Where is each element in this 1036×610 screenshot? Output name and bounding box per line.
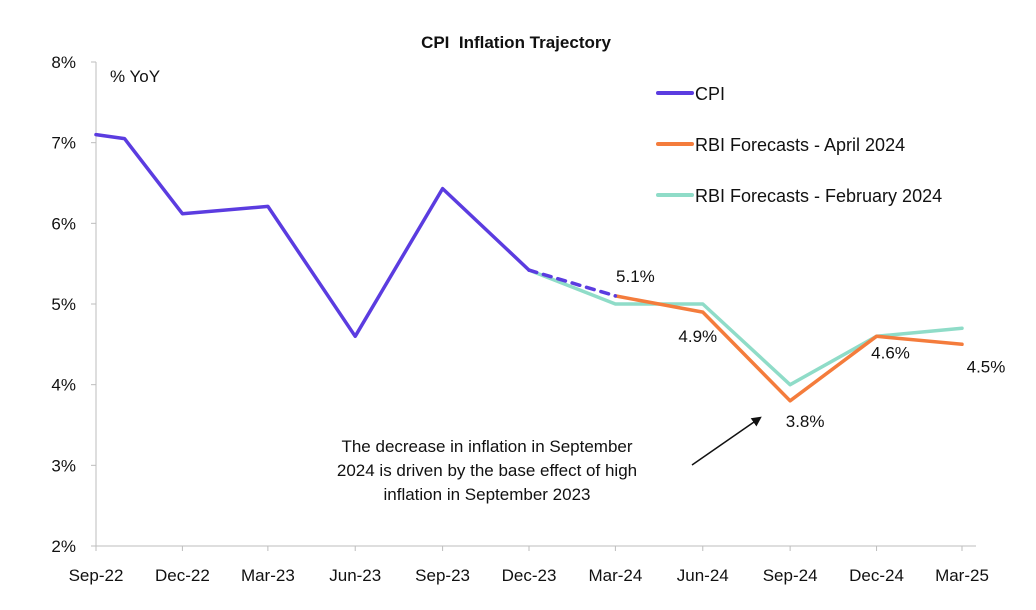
x-tick-label: Jun-24: [677, 566, 729, 585]
annotation-text: inflation in September 2023: [384, 485, 591, 504]
y-tick-label: 6%: [51, 214, 76, 233]
data-label: 4.6%: [871, 343, 910, 362]
series-line: [527, 268, 964, 387]
legend-label: RBI Forecasts - February 2024: [695, 186, 942, 206]
y-tick-label: 3%: [51, 456, 76, 475]
x-tick-label: Sep-24: [763, 566, 818, 585]
y-tick-label: 8%: [51, 53, 76, 72]
x-tick-label: Dec-24: [849, 566, 904, 585]
y-tick-label: 4%: [51, 376, 76, 395]
y-tick-label: 7%: [51, 134, 76, 153]
data-label: 4.9%: [678, 327, 717, 346]
x-tick-label: Sep-23: [415, 566, 470, 585]
series-line: [94, 132, 531, 339]
legend-label: CPI: [695, 84, 725, 104]
x-tick-label: Mar-23: [241, 566, 295, 585]
data-label: 5.1%: [616, 267, 655, 286]
annotation-text: 2024 is driven by the base effect of hig…: [337, 461, 637, 480]
annotation-arrow: [691, 416, 762, 466]
annotation: The decrease in inflation in September 20…: [337, 416, 762, 504]
chart-title: CPI Inflation Trajectory: [421, 33, 611, 52]
x-tick-label: Jun-23: [329, 566, 381, 585]
x-tick-label: Dec-23: [502, 566, 557, 585]
series-line: [613, 294, 964, 403]
data-labels: 5.1% 4.9% 3.8% 4.6% 4.5%: [616, 267, 1005, 431]
data-label: 4.5%: [967, 357, 1006, 376]
x-tick-label: Mar-25: [935, 566, 989, 585]
series-layer: [94, 132, 964, 403]
series-line: [527, 268, 618, 298]
data-label: 3.8%: [786, 412, 825, 431]
axes: 2% 3% 4% 5% 6% 7% 8% Sep-22 Dec-22 Mar-23 Jun-23 Se…: [51, 53, 989, 585]
x-tick-label: Dec-22: [155, 566, 210, 585]
annotation-text: The decrease in inflation in September: [341, 437, 632, 456]
y-tick-label: 5%: [51, 295, 76, 314]
legend-label: RBI Forecasts - April 2024: [695, 135, 905, 155]
x-tick-label: Mar-24: [588, 566, 642, 585]
y-unit-label: % YoY: [110, 67, 160, 86]
legend: CPI RBI Forecasts - April 2024 RBI Forecas…: [656, 84, 942, 206]
x-tick-label: Sep-22: [69, 566, 124, 585]
y-tick-label: 2%: [51, 537, 76, 556]
